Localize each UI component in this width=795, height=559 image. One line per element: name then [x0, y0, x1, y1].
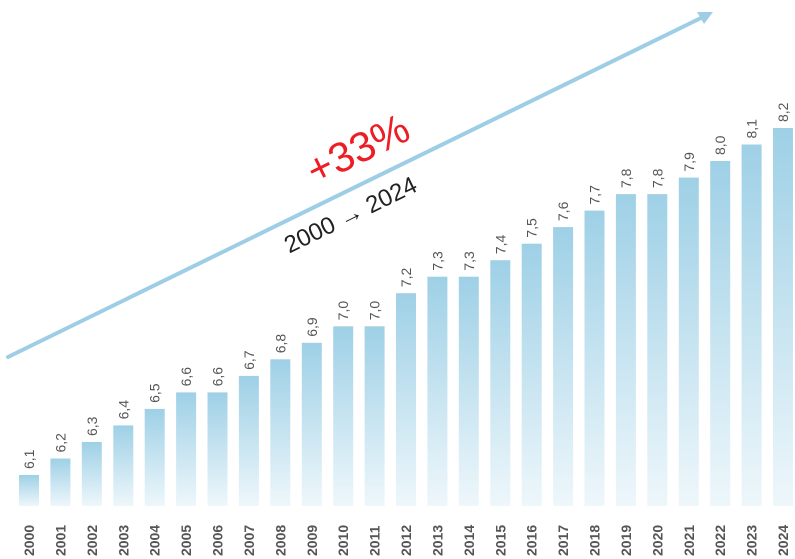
value-label-2020: 7,8: [649, 168, 665, 188]
x-tick-2015: 2015: [492, 525, 508, 556]
bar-2002: [81, 442, 102, 506]
bar-2001: [50, 458, 71, 506]
bar-2012: [396, 293, 416, 506]
x-tick-2012: 2012: [398, 525, 414, 556]
x-tick-2006: 2006: [210, 525, 226, 556]
x-tick-2021: 2021: [681, 525, 697, 556]
value-label-2013: 7,3: [429, 251, 445, 271]
value-labels-group: 6,1 6,2 6,3 6,4 6,5 6,6 6,6 6,7 6,8 6,9 7,0 7,0 7,2 7…: [21, 102, 791, 469]
bar-2017: [553, 227, 574, 506]
x-tick-2003: 2003: [115, 525, 131, 556]
bar-2019: [615, 194, 636, 506]
x-tick-2004: 2004: [147, 525, 163, 556]
bar-2000: [19, 475, 39, 506]
bar-2023: [741, 144, 762, 506]
bar-2015: [490, 260, 511, 506]
growth-arrow-line: [6, 15, 705, 359]
x-axis-tick-labels: 2000 2001 2002 2003 2004 2005 2006 2007 2008 2009…: [21, 525, 791, 556]
value-label-2006: 6,6: [210, 367, 226, 387]
bar-2008: [270, 359, 291, 506]
value-label-2024: 8,2: [775, 102, 791, 122]
bar-2005: [176, 392, 197, 506]
bar-2003: [113, 425, 134, 506]
x-tick-2023: 2023: [744, 525, 760, 556]
value-label-2019: 7,8: [618, 168, 634, 188]
value-label-2007: 6,7: [241, 350, 257, 370]
bar-2007: [238, 375, 259, 506]
value-label-2010: 7,0: [335, 301, 351, 321]
x-tick-2014: 2014: [461, 525, 477, 556]
x-tick-2017: 2017: [555, 525, 571, 556]
value-label-2014: 7,3: [461, 251, 477, 271]
value-label-2016: 7,5: [524, 218, 540, 238]
x-tick-2020: 2020: [649, 525, 665, 556]
x-tick-2000: 2000: [21, 525, 37, 556]
x-tick-2008: 2008: [272, 525, 288, 556]
x-tick-2013: 2013: [429, 525, 445, 556]
value-label-2023: 8,1: [744, 119, 760, 139]
value-label-2021: 7,9: [681, 152, 697, 172]
value-label-2002: 6,3: [84, 416, 100, 436]
value-label-2005: 6,6: [178, 367, 194, 387]
x-tick-2009: 2009: [304, 525, 320, 556]
value-label-2009: 6,9: [304, 317, 320, 337]
value-label-2017: 7,6: [555, 201, 571, 221]
value-label-2022: 8,0: [712, 135, 728, 155]
bar-2010: [333, 326, 354, 506]
x-tick-2011: 2011: [367, 525, 383, 556]
x-tick-2007: 2007: [241, 525, 257, 556]
value-label-2018: 7,7: [587, 185, 603, 205]
value-label-2000: 6,1: [21, 449, 37, 469]
bar-2013: [427, 276, 448, 506]
x-tick-2010: 2010: [335, 525, 351, 556]
bar-2011: [364, 326, 385, 506]
bar-2006: [207, 392, 228, 506]
value-label-2012: 7,2: [398, 268, 414, 288]
x-tick-2019: 2019: [618, 525, 634, 556]
value-label-2011: 7,0: [367, 301, 383, 321]
growth-arrow: [6, 12, 713, 359]
bar-2009: [301, 342, 322, 506]
bar-2004: [144, 408, 165, 506]
bar-2024: [773, 128, 793, 506]
bar-2022: [710, 161, 731, 506]
bars-group: [19, 128, 793, 506]
bar-2021: [678, 177, 699, 506]
x-tick-2018: 2018: [587, 525, 603, 556]
bar-2020: [647, 194, 668, 506]
x-tick-2005: 2005: [178, 525, 194, 556]
x-tick-2022: 2022: [712, 525, 728, 556]
x-tick-2016: 2016: [524, 525, 540, 556]
x-tick-2002: 2002: [84, 525, 100, 556]
bar-2018: [584, 210, 605, 506]
bar-2016: [521, 243, 542, 506]
x-tick-2001: 2001: [52, 525, 68, 556]
value-label-2001: 6,2: [52, 433, 68, 453]
growth-arrow-head: [697, 12, 713, 24]
value-label-2003: 6,4: [115, 400, 131, 420]
value-label-2004: 6,5: [147, 383, 163, 403]
value-label-2008: 6,8: [272, 334, 288, 354]
value-label-2015: 7,4: [492, 235, 508, 255]
bar-2014: [458, 276, 479, 506]
x-tick-2024: 2024: [775, 525, 791, 556]
